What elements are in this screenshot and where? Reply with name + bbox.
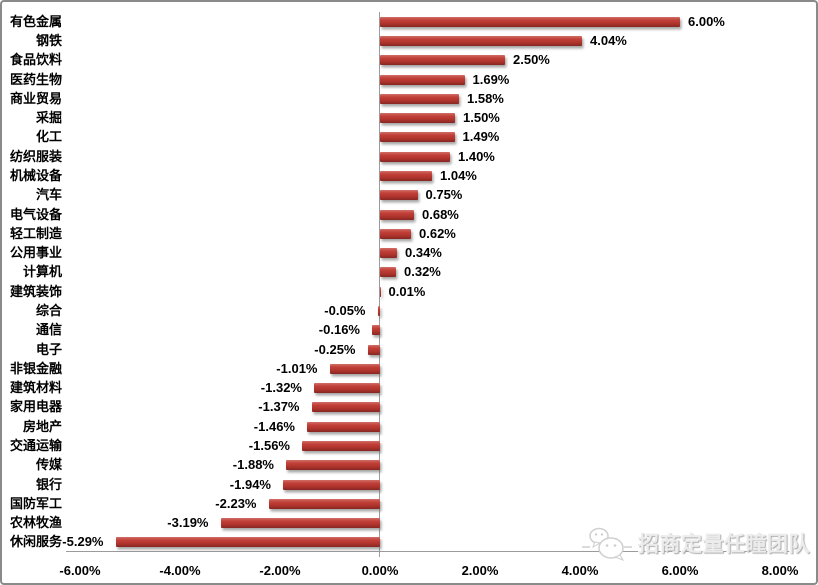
category-label: 汽车 — [35, 187, 62, 203]
bar — [372, 325, 380, 336]
category-label: 钢铁 — [35, 32, 62, 48]
value-label: -1.88% — [232, 457, 274, 473]
x-tick-label: 4.00% — [561, 563, 599, 578]
value-label: -3.19% — [167, 515, 209, 531]
bar — [380, 132, 455, 143]
bar — [329, 363, 380, 374]
value-label: -0.05% — [324, 302, 366, 318]
category-label: 通信 — [35, 322, 62, 338]
category-label: 医药生物 — [9, 71, 62, 87]
category-label: 建筑装饰 — [9, 283, 62, 299]
category-label: 国防军工 — [9, 495, 62, 511]
bar — [380, 16, 680, 27]
x-tick-label: 8.00% — [761, 563, 799, 578]
bar — [380, 113, 455, 124]
bar — [314, 383, 380, 394]
bar — [380, 35, 582, 46]
bar — [380, 190, 418, 201]
watermark-text: 招商定量任瞳团队 — [638, 532, 810, 556]
wechat-icon — [582, 527, 632, 561]
value-label: -1.46% — [253, 418, 295, 434]
value-label: -0.25% — [314, 341, 356, 357]
value-label: -5.29% — [62, 534, 104, 550]
category-label: 商业贸易 — [9, 90, 62, 106]
value-label: -1.01% — [276, 360, 318, 376]
value-label: -1.32% — [260, 380, 302, 396]
x-tick-label: 0.00% — [361, 563, 399, 578]
bar — [380, 151, 450, 162]
value-label: 1.40% — [458, 148, 495, 164]
category-label: 建筑材料 — [9, 380, 62, 396]
bar — [311, 402, 380, 413]
category-label: 化工 — [35, 129, 62, 145]
category-label: 交通运输 — [9, 437, 62, 453]
value-label: 1.58% — [467, 90, 504, 106]
category-label: 电气设备 — [9, 206, 62, 222]
bar — [380, 248, 397, 259]
bar — [380, 228, 411, 239]
bar — [380, 286, 381, 297]
value-label: 4.04% — [590, 32, 627, 48]
category-label: 银行 — [35, 476, 62, 492]
value-label: 1.50% — [463, 110, 500, 126]
category-label: 农林牧渔 — [9, 515, 62, 531]
category-label: 计算机 — [22, 264, 62, 280]
category-label: 纺织服装 — [9, 148, 62, 164]
category-label: 轻工制造 — [9, 225, 62, 241]
value-label: 0.62% — [419, 225, 456, 241]
bar — [307, 421, 380, 432]
x-tick-label: -6.00% — [59, 563, 101, 578]
value-label: 0.75% — [425, 187, 463, 203]
value-label: 1.49% — [462, 129, 500, 145]
bar — [377, 305, 380, 316]
x-tick-label: 2.00% — [461, 563, 499, 578]
bar — [286, 460, 380, 471]
value-label: 2.50% — [513, 52, 550, 68]
value-label: 1.04% — [440, 167, 477, 183]
category-label: 机械设备 — [9, 167, 62, 183]
bar — [380, 209, 414, 220]
value-label: 0.68% — [422, 206, 459, 222]
value-label: -0.16% — [318, 322, 360, 338]
bar — [380, 74, 465, 85]
watermark: 招商定量任瞳团队 — [582, 524, 810, 562]
category-label: 有色金属 — [9, 13, 62, 29]
x-tick-label: -4.00% — [159, 563, 201, 578]
bar — [283, 479, 380, 490]
value-label: 0.01% — [388, 283, 426, 299]
bar — [268, 498, 380, 509]
category-label: 房地产 — [22, 418, 62, 434]
bar — [380, 93, 459, 104]
value-label: 1.69% — [472, 71, 510, 87]
category-label: 非银金融 — [9, 360, 62, 376]
value-label: -1.94% — [229, 476, 271, 492]
value-label: -1.56% — [248, 437, 290, 453]
value-label: 6.00% — [688, 13, 725, 29]
category-label: 食品饮料 — [9, 52, 62, 68]
bar — [380, 267, 396, 278]
value-label: -2.23% — [215, 495, 257, 511]
bar — [367, 344, 380, 355]
x-axis-line — [66, 551, 792, 552]
bar — [380, 170, 432, 181]
x-tick-label: 6.00% — [661, 563, 699, 578]
category-label: 公用事业 — [9, 245, 62, 261]
zero-axis-line — [379, 12, 380, 557]
bar — [115, 537, 380, 548]
value-label: 0.34% — [405, 245, 442, 261]
bar — [220, 518, 380, 529]
category-label: 传媒 — [35, 457, 62, 473]
value-label: -1.37% — [258, 399, 300, 415]
category-label: 综合 — [35, 302, 62, 318]
value-label: 0.32% — [404, 264, 441, 280]
category-label: 家用电器 — [9, 399, 62, 415]
category-label: 采掘 — [35, 110, 62, 126]
x-tick-label: -2.00% — [259, 563, 301, 578]
bar — [302, 440, 380, 451]
category-label: 电子 — [35, 341, 62, 357]
bar — [380, 55, 505, 66]
category-label: 休闲服务 — [9, 534, 62, 550]
